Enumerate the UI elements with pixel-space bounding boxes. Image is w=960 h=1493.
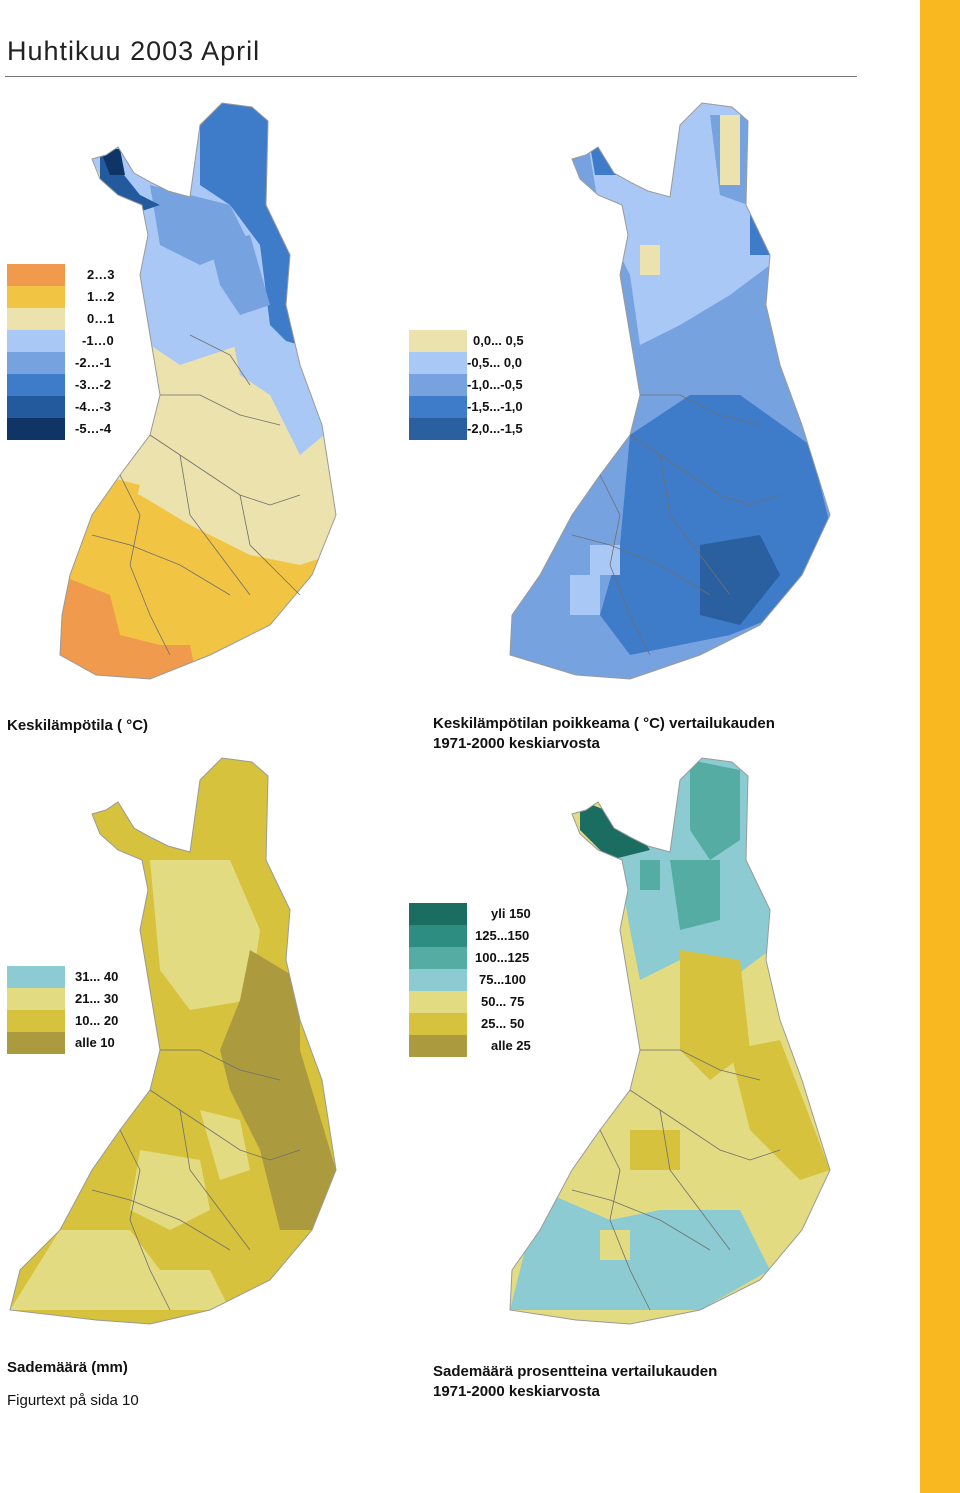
precipitation-legend: 31... 40 21... 30 10... 20 alle 10 [7, 966, 137, 1054]
legend-swatch [7, 988, 65, 1010]
legend-label: -1,0...-0,5 [467, 377, 523, 392]
legend-label: -0,5... 0,0 [467, 355, 522, 370]
precipitation-percent-map [509, 757, 831, 1325]
precipitation-caption: Sademäärä (mm) [7, 1359, 128, 1376]
legend-swatch [7, 418, 65, 440]
legend-swatch [7, 396, 65, 418]
precipitation-map [9, 757, 337, 1325]
legend-label: -2,0...-1,5 [467, 421, 523, 436]
caption-line: Keskilämpötilan poikkeama ( °C) vertailu… [433, 715, 775, 732]
precipitation-percent-legend: yli 150 125...150 100...125 75...100 50.… [409, 903, 559, 1057]
legend-label: 21... 30 [75, 991, 119, 1006]
legend-swatch [7, 308, 65, 330]
figure-note: Figurtext på sida 10 [7, 1392, 139, 1409]
mean-temperature-map [59, 102, 337, 680]
caption-line: 1971-2000 keskiarvosta [433, 1383, 600, 1400]
legend-label: 1…2 [87, 289, 115, 304]
precipitation-percent-caption: Sademäärä prosentteina vertailukauden 19… [433, 1362, 717, 1402]
legend-label: -5…-4 [75, 421, 112, 436]
legend-swatch [7, 330, 65, 352]
temperature-anomaly-map [509, 102, 831, 680]
mean-temperature-legend: 2…3 1…2 0…1 -1…0 -2…-1 -3…-2 -4…-3 -5…-4 [7, 264, 127, 440]
legend-label: 125...150 [475, 928, 530, 943]
legend-swatch [409, 947, 467, 969]
legend-label: -2…-1 [75, 355, 112, 370]
legend-label: alle 25 [491, 1038, 531, 1053]
legend-swatch [409, 1035, 467, 1057]
accent-side-bar [920, 0, 960, 1493]
legend-label: 50... 75 [481, 994, 525, 1009]
legend-swatch [409, 991, 467, 1013]
caption-line: Sademäärä prosentteina vertailukauden [433, 1363, 718, 1380]
legend-swatch [409, 903, 467, 925]
temperature-anomaly-caption: Keskilämpötilan poikkeama ( °C) vertailu… [433, 714, 775, 754]
caption-line: 1971-2000 keskiarvosta [433, 735, 600, 752]
legend-swatch [409, 330, 467, 352]
legend-swatch [409, 374, 467, 396]
legend-label: 100...125 [475, 950, 530, 965]
legend-swatch [409, 418, 467, 440]
temperature-anomaly-legend: 0,0... 0,5 -0,5... 0,0 -1,0...-0,5 -1,5.… [409, 330, 549, 440]
legend-label: 2…3 [87, 267, 115, 282]
legend-swatch [7, 966, 65, 988]
legend-label: -1…0 [82, 333, 114, 348]
legend-swatch [409, 396, 467, 418]
page-title: Huhtikuu 2003 April [7, 36, 261, 66]
legend-swatch [7, 264, 65, 286]
legend-label: -3…-2 [75, 377, 112, 392]
legend-label: -4…-3 [75, 399, 112, 414]
mean-temperature-caption: Keskilämpötila ( °C) [7, 717, 149, 734]
legend-swatch [7, 352, 65, 374]
legend-label: alle 10 [75, 1035, 115, 1050]
legend-label: 31... 40 [75, 969, 119, 984]
legend-swatch [7, 286, 65, 308]
legend-label: 25... 50 [481, 1016, 525, 1031]
legend-swatch [409, 925, 467, 947]
legend-swatch [7, 1032, 65, 1054]
legend-swatch [7, 1010, 65, 1032]
legend-swatch [409, 352, 467, 374]
title-divider [5, 76, 857, 77]
legend-label: yli 150 [491, 906, 531, 921]
legend-swatch [409, 969, 467, 991]
legend-label: -1,5...-1,0 [467, 399, 523, 414]
legend-swatch [409, 1013, 467, 1035]
legend-swatch [7, 374, 65, 396]
legend-label: 75...100 [479, 972, 526, 987]
legend-label: 0…1 [87, 311, 115, 326]
legend-label: 10... 20 [75, 1013, 119, 1028]
legend-label: 0,0... 0,5 [473, 333, 524, 348]
